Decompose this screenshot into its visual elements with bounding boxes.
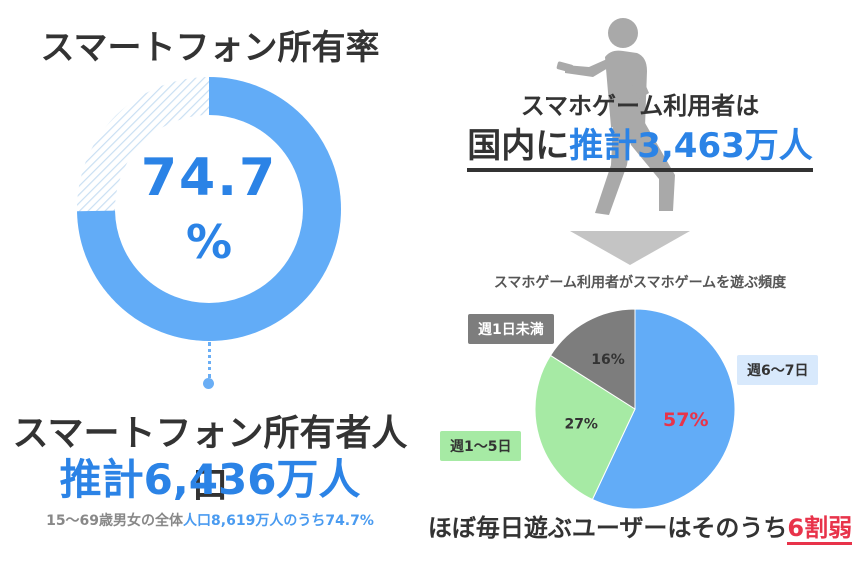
donut-filled-arc xyxy=(77,77,341,341)
summary-prefix: ほぼ毎日遊ぶユーザーはそのうち xyxy=(427,514,788,542)
frequency-pie-chart: 57% 27% 16% xyxy=(534,308,736,510)
frequency-summary: ほぼ毎日遊ぶユーザーはそのうち6割弱 xyxy=(420,508,860,545)
pie-label-2: 16% xyxy=(591,352,625,368)
connector-dot xyxy=(203,378,214,389)
users-value-prefix: 国内に xyxy=(467,126,570,166)
pie-slice-2 xyxy=(549,308,636,410)
ownership-title: スマートフォン所有率 xyxy=(40,28,380,68)
down-arrow-icon xyxy=(570,231,690,265)
owners-label: スマートフォン所有者人口 xyxy=(12,413,408,506)
frequency-title: スマホゲーム利用者がスマホゲームを遊ぶ頻度 xyxy=(493,275,787,291)
owners-value: 推計6,436万人 xyxy=(59,455,361,504)
ownership-footnote: 15～69歳男女の全体人口8,619万人のうち74.7% xyxy=(0,510,420,530)
pie-label-0: 57% xyxy=(663,409,708,431)
footnote-highlight: 人口8,619万人のうち74.7% xyxy=(183,513,374,529)
users-value-highlight: 推計3,463万人 xyxy=(569,126,813,166)
pie-label-1: 27% xyxy=(564,417,598,433)
footnote-prefix: 15～69歳男女の全体 xyxy=(46,513,184,529)
summary-highlight: 6割弱 xyxy=(787,514,853,545)
ownership-rate-symbol: % xyxy=(185,215,233,269)
users-value-underline: 国内に推計3,463万人 xyxy=(467,126,813,172)
users-value: 国内に推計3,463万人 xyxy=(420,118,860,172)
pie-slice-1 xyxy=(534,354,636,501)
pie-slice-0 xyxy=(591,308,736,510)
ownership-donut-chart xyxy=(77,77,341,341)
tag-weekly-less-1: 週1日未満 xyxy=(468,314,554,344)
users-label: スマホゲーム利用者は xyxy=(520,92,760,120)
tag-weekly-1-5: 週1～5日 xyxy=(440,431,522,461)
ownership-rate-number: 74.7 xyxy=(140,148,278,208)
walking-person-icon xyxy=(556,18,675,215)
connector-dotted-line xyxy=(208,342,211,378)
tag-weekly-6-7: 週6～7日 xyxy=(737,355,819,385)
